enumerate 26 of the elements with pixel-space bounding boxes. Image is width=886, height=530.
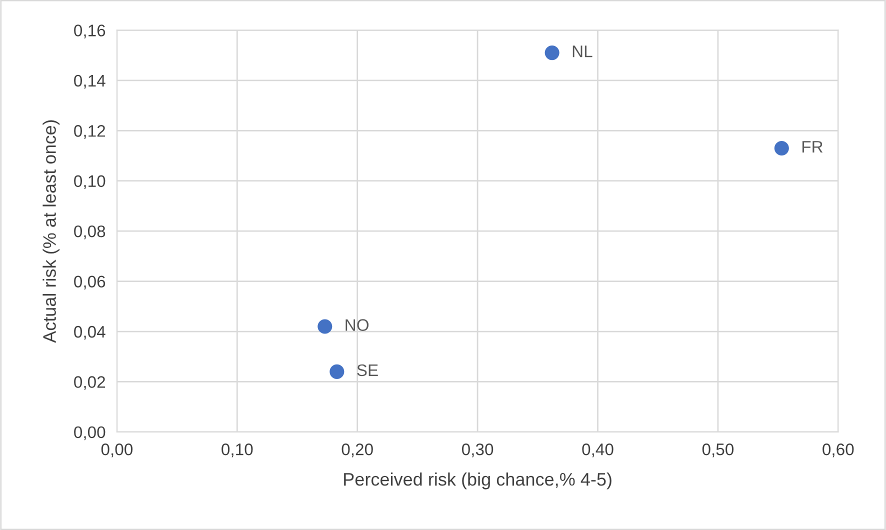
point bbox=[318, 319, 332, 334]
point bbox=[774, 140, 789, 156]
y-axis-title: Actual risk (% at least once) bbox=[42, 120, 60, 343]
y-tick-label: 0,02 bbox=[74, 376, 106, 390]
annotation: NL bbox=[572, 46, 592, 58]
x-tick-label: 0,10 bbox=[222, 444, 253, 458]
x-tick-label: 0,30 bbox=[462, 444, 494, 458]
x-axis-title: Perceived risk (big chance,% 4-5) bbox=[344, 472, 612, 490]
point bbox=[330, 364, 344, 379]
point bbox=[544, 46, 560, 60]
x-tick-label: 0,50 bbox=[702, 444, 734, 458]
y-tick-label: 0,04 bbox=[74, 326, 106, 340]
y-tick-label: 0,00 bbox=[74, 426, 106, 440]
y-tick-label: 0,06 bbox=[74, 276, 106, 290]
annotation: FR bbox=[802, 141, 823, 153]
y-tick-label: 0,08 bbox=[74, 225, 106, 240]
y-tick-label: 0,16 bbox=[74, 24, 106, 38]
x-tick-label: 0,60 bbox=[822, 444, 854, 458]
y-tick-label: 0,14 bbox=[74, 74, 106, 89]
x-tick-label: 0,20 bbox=[342, 444, 373, 458]
annotation: NO bbox=[346, 319, 369, 331]
y-tick-label: 0,10 bbox=[74, 175, 106, 190]
x-tick-label: 0,00 bbox=[101, 444, 133, 458]
x-tick-label: 0,40 bbox=[582, 444, 614, 458]
annotation: SE bbox=[357, 364, 378, 376]
y-tick-label: 0,12 bbox=[74, 125, 106, 139]
